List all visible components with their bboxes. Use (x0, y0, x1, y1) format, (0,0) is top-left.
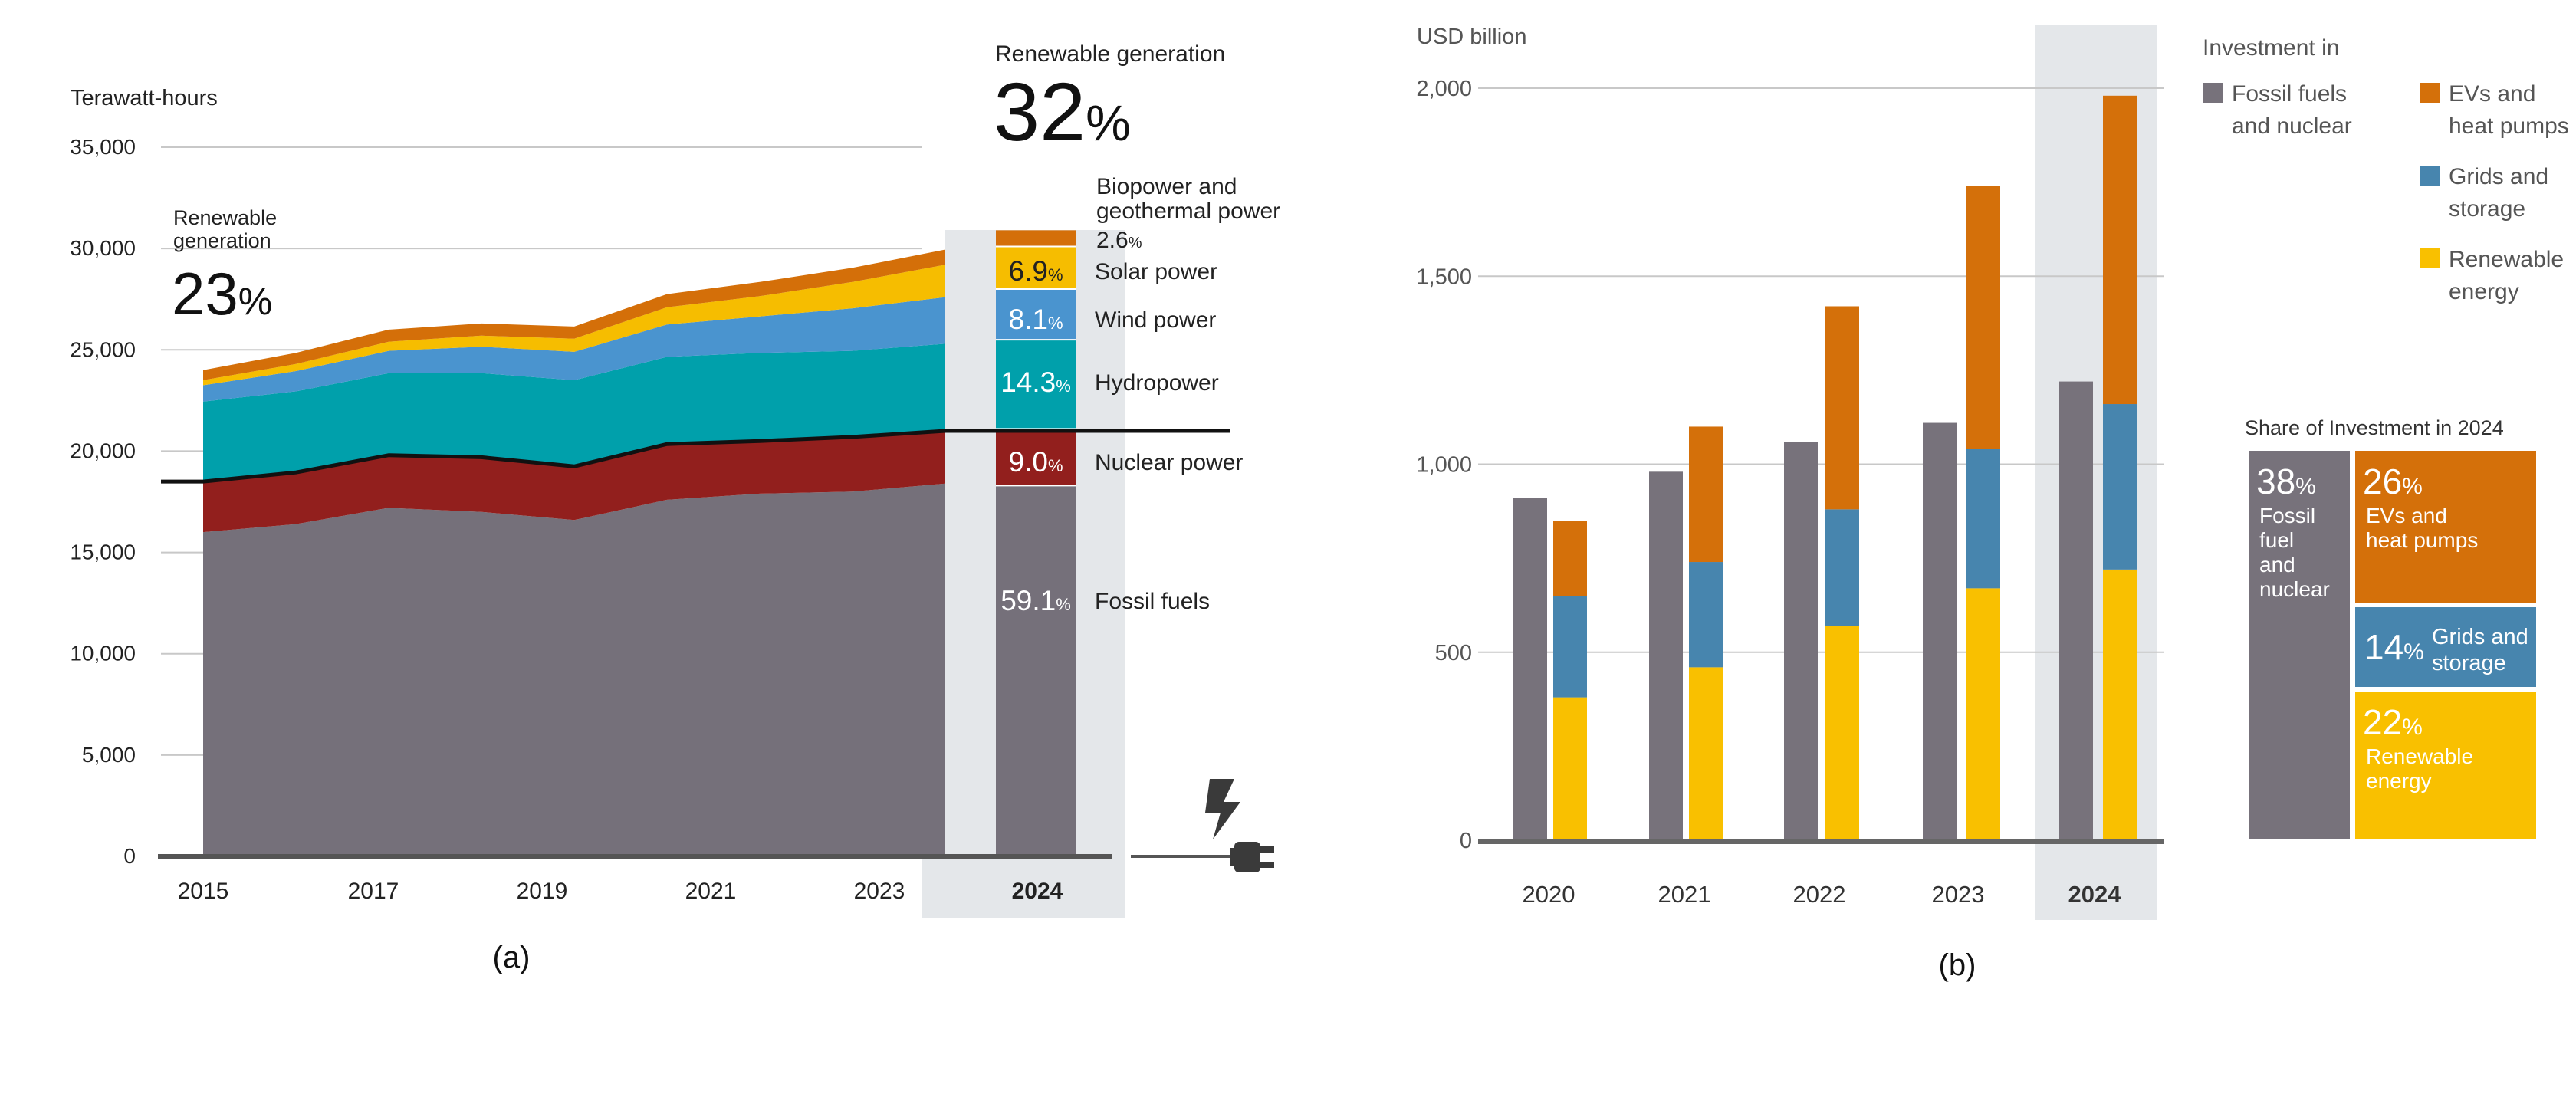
bar-inv_renew-2024 (2103, 569, 2137, 840)
share-title: Share of Investment in 2024 (2245, 416, 2504, 439)
area-bio (203, 249, 945, 380)
share-tile-inv_fossil (2249, 451, 2350, 840)
x-tick-label-2023: 2023 (1932, 881, 1985, 908)
bar-inv_grid-2021 (1689, 562, 1723, 668)
legend-swatch-inv_fossil (2203, 83, 2223, 103)
y-tick-label: 2,000 (1416, 77, 1472, 101)
renewable-2015-value: 23% (172, 260, 272, 327)
bar-2024-fossil (996, 485, 1076, 856)
plug-lightning-icon (1131, 779, 1274, 872)
bar-fossil-2024 (2059, 381, 2093, 841)
y-tick-label: 1,500 (1416, 264, 1472, 289)
bar-inv_ev-2020 (1553, 521, 1587, 596)
share-tile-inv_grid (2355, 607, 2536, 687)
y-tick-label: 0 (123, 844, 136, 868)
share-label-inv_fossil: Fossil fuel and nuclear (2259, 504, 2330, 601)
y-tick-label: 10,000 (70, 642, 136, 665)
y-axis-label: Terawatt-hours (71, 86, 218, 110)
chart-a-electricity-generation: 0 5,000 10,000 15,000 20,000 25,000 30,000 35,0… (70, 41, 1280, 974)
bar-inv_ev-2021 (1689, 426, 1723, 563)
y-tick-label: 500 (1435, 641, 1472, 665)
y-tick-label: 15,000 (70, 540, 136, 564)
bar-inv_ev-2022 (1825, 306, 1859, 510)
x-tick-label-2021: 2021 (1658, 881, 1711, 908)
bar-inv_grid-2023 (1967, 449, 2000, 589)
y-tick-label: 5,000 (82, 743, 136, 767)
y-tick-label: 20,000 (70, 439, 136, 462)
bar-2024-nuclear (996, 429, 1076, 486)
y-axis-label: USD billion (1417, 25, 1526, 49)
area-wind (203, 297, 945, 402)
x-tick-label-2022: 2022 (1793, 881, 1846, 908)
chart-b-energy-investment: 0 500 1,000 1,500 2,000 USD billion 2020 2021 20… (1416, 25, 2569, 982)
share-label-inv_renew: Renewable energy (2366, 744, 2473, 793)
legend-swatch-inv_grid (2420, 166, 2440, 186)
bar-inv_grid-2024 (2103, 404, 2137, 570)
highlight-2024-column (2036, 25, 2157, 920)
x-tick-label-2024: 2024 (1012, 879, 1063, 904)
bar-inv_ev-2023 (1967, 186, 2000, 449)
legend-label-inv_fossil: Fossil fuels and nuclear (2232, 81, 2352, 139)
legend-swatch-inv_renew (2420, 248, 2440, 268)
legend-label-inv_renew: Renewable energy (2449, 247, 2564, 304)
bar-fossil-2022 (1784, 442, 1818, 840)
bar-2024-wind (996, 289, 1076, 340)
bar-inv_grid-2022 (1825, 509, 1859, 626)
x-tick-label-2024: 2024 (2068, 881, 2122, 908)
x-tick-label: 2021 (685, 879, 737, 904)
bar-fossil-2020 (1513, 498, 1547, 840)
legend-swatch-inv_ev (2420, 83, 2440, 103)
highlight-2024-tab (922, 856, 1125, 918)
renewable-2024-label: Renewable generation (995, 41, 1225, 67)
bar-2024-name-hydro: Hydropower (1095, 370, 1219, 396)
legend-label-inv_ev: EVs and heat pumps (2449, 81, 2569, 139)
bar-fossil-2023 (1923, 422, 1957, 840)
y-tick-label: 0 (1460, 829, 1472, 853)
bar-inv_renew-2021 (1689, 667, 1723, 840)
bar-inv_renew-2020 (1553, 697, 1587, 840)
bar-2024-hydro (996, 340, 1076, 429)
share-tile-inv_ev (2355, 451, 2536, 603)
bar-2024-name-wind: Wind power (1095, 307, 1216, 333)
bar-2024-name-solar: Solar power (1095, 259, 1217, 284)
x-tick-label: 2019 (517, 879, 568, 904)
bar-inv_renew-2023 (1967, 588, 2000, 840)
x-tick-label: 2017 (348, 879, 399, 904)
x-tick-label-2020: 2020 (1523, 881, 1576, 908)
caption-b: (b) (1939, 948, 1976, 982)
legend-title: Investment in (2203, 35, 2339, 61)
bar-2024-bio (996, 230, 1076, 247)
share-pct-inv_grid: 14% (2364, 627, 2424, 667)
caption-a: (a) (493, 941, 531, 974)
share-label-inv_ev: EVs and heat pumps (2366, 504, 2478, 552)
bar-2024-solar (996, 246, 1076, 289)
area-fossil (203, 483, 945, 856)
area-hydro (203, 343, 945, 482)
bar-2024-name-bio: Biopower and geothermal power (1096, 174, 1280, 224)
area-solar (203, 264, 945, 386)
bar-2024-name-nuclear: Nuclear power (1095, 450, 1243, 475)
bar-2024-pct-nuclear: 9.0% (1009, 446, 1063, 478)
bar-2024-name-fossil: Fossil fuels (1095, 589, 1210, 614)
y-tick-label: 35,000 (70, 135, 136, 159)
legend-label-inv_grid: Grids and storage (2449, 164, 2548, 222)
bar-inv_renew-2022 (1825, 626, 1859, 840)
renewable-2024-value: 32% (994, 65, 1131, 158)
y-tick-label: 30,000 (70, 236, 136, 260)
bar-2024-pct-bio: 2.6% (1096, 228, 1142, 253)
renewable-2015-label: Renewable generation (173, 206, 277, 252)
x-tick-label: 2015 (178, 879, 229, 904)
y-tick-label: 25,000 (70, 337, 136, 361)
bar-inv_ev-2024 (2103, 95, 2137, 405)
y-tick-label: 1,000 (1416, 453, 1472, 478)
bar-fossil-2021 (1649, 472, 1683, 840)
x-tick-label: 2023 (854, 879, 905, 904)
renewables-boundary-line (161, 429, 1230, 484)
share-label-inv_grid: Grids and storage (2432, 625, 2528, 675)
share-tile-inv_renew (2355, 692, 2536, 840)
bar-inv_grid-2020 (1553, 596, 1587, 698)
